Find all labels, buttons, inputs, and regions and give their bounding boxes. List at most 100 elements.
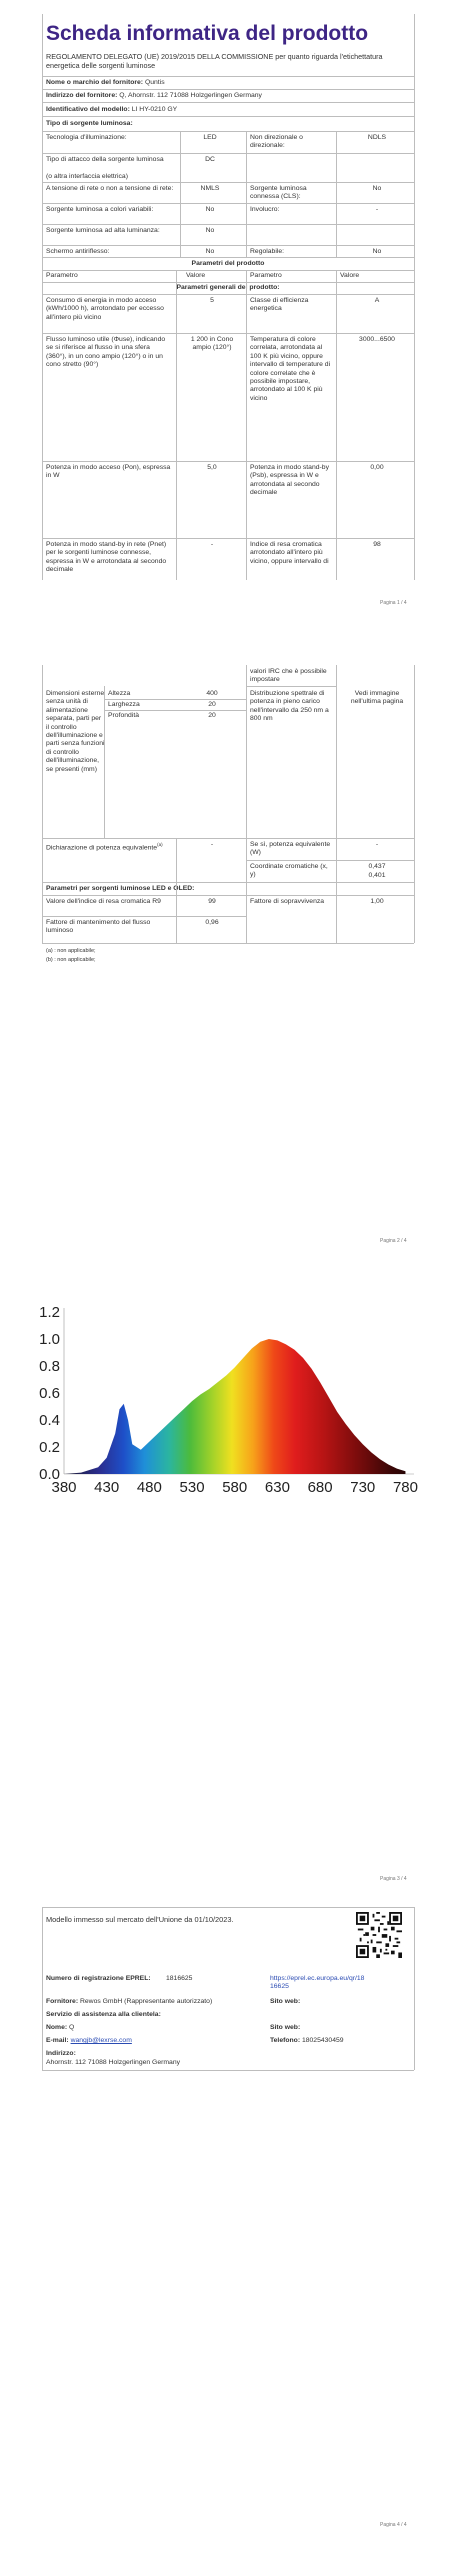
connected-label: Sorgente luminosa connessa (CLS): xyxy=(250,185,307,201)
x-tick-label: 730 xyxy=(350,1479,375,1496)
contact-name: Q xyxy=(69,2024,75,2031)
standby-value: 0,00 xyxy=(370,464,384,471)
mains-value: NMLS xyxy=(200,185,220,192)
glare-value: No xyxy=(205,248,215,255)
mains-label: A tensione di rete o non a tensione di r… xyxy=(46,185,174,192)
page-number: Pagina 4 / 4 xyxy=(380,2522,407,2528)
onmode-label: Potenza in modo acceso (Pon), espressa i… xyxy=(46,464,171,480)
class-value: A xyxy=(374,297,380,304)
chroma-x: 0,437 xyxy=(368,863,386,870)
flux-value: 1 200 in Cono ampio (120°) xyxy=(190,336,234,352)
supplier-address-label: Indirizzo del fornitore: xyxy=(46,92,118,99)
cap-label: Tipo di attacco della sorgente luminosa xyxy=(46,156,164,163)
model-id: LI HY-0210 GY xyxy=(131,106,178,113)
equiv-w-label: Se sì, potenza equivalente (W) xyxy=(250,841,331,857)
nondir-label: Non direzionale o direzionale: xyxy=(250,134,303,150)
col-value-2: Valore xyxy=(340,272,360,279)
netstandby-value: - xyxy=(210,541,214,548)
x-tick-label: 430 xyxy=(94,1479,119,1496)
connected-value: No xyxy=(372,185,382,192)
regulation-text: REGOLAMENTO DELEGATO (UE) 2019/2015 DELL… xyxy=(46,52,383,70)
onmode-value: 5,0 xyxy=(207,464,217,471)
highlum-value: No xyxy=(205,227,215,234)
width-label: Larghezza xyxy=(108,701,140,708)
envelope-value: - xyxy=(375,206,379,213)
page-number: Pagina 2 / 4 xyxy=(380,1238,407,1244)
page-title: Scheda informativa del prodotto xyxy=(46,22,369,45)
energy-label: Consumo di energia in modo acceso (kWh/1… xyxy=(46,297,164,321)
netstandby-label: Potenza in modo stand-by in rete (Pnet) … xyxy=(46,541,167,574)
eprel-value: 1816625 xyxy=(166,1975,193,1982)
highlum-label: Sorgente luminosa ad alta luminanza: xyxy=(46,227,160,234)
type-heading: Tipo di sorgente luminosa: xyxy=(46,120,133,127)
survival-label: Fattore di sopravvivenza xyxy=(250,898,325,905)
equiv-w-value: - xyxy=(375,841,379,848)
tunable-value: No xyxy=(205,206,215,213)
width-value: 20 xyxy=(208,701,216,708)
cct-label: Temperatura di colore correlata, arroton… xyxy=(250,336,331,402)
market-text: Modello immesso sul mercato dell'Unione … xyxy=(46,1915,234,1924)
y-tick-label: 1.2 xyxy=(39,1304,60,1321)
x-tick-label: 630 xyxy=(265,1479,290,1496)
address-value: Ahornstr. 112 71088 Holzgerlingen German… xyxy=(46,2059,181,2066)
spectrum-chart: 0.0 0.2 0.4 0.6 0.8 1.0 1.2 380 430 480 530 580 630 6… xyxy=(39,1304,418,1496)
cap-value: DC xyxy=(205,156,215,163)
tech-label: Tecnologia d'illuminazione: xyxy=(46,134,127,141)
cri-value: 98 xyxy=(373,541,381,548)
spectrum-area xyxy=(64,1339,406,1474)
tunable-label: Sorgente luminosa a colori variabili: xyxy=(46,206,154,213)
page-number: Pagina 3 / 4 xyxy=(380,1876,407,1882)
maint-label: Fattore di mantenimento del flusso lumin… xyxy=(46,919,151,935)
page-number: Pagina 1 / 4 xyxy=(380,600,407,606)
cap-sub: (o altra interfaccia elettrica) xyxy=(46,173,128,180)
y-tick-label: 0.0 xyxy=(39,1466,60,1483)
qr-code-icon xyxy=(356,1912,402,1958)
eprel-link[interactable]: https://eprel.ec.europa.eu/qr/1816625 xyxy=(270,1975,365,1991)
params-heading: Parametri del prodotto xyxy=(191,260,265,267)
eprel-label: Numero di registrazione EPREL: xyxy=(46,1975,151,1982)
x-tick-label: 530 xyxy=(180,1479,205,1496)
x-tick-label: 780 xyxy=(393,1479,418,1496)
web2-label: Sito web: xyxy=(270,2024,301,2031)
standby-label: Potenza in modo stand-by (Psb), espressa… xyxy=(250,464,329,497)
survival-value: 1,00 xyxy=(370,898,384,905)
equiv-label: Dichiarazione di potenza equivalente xyxy=(46,844,158,852)
contact-name-label: Nome: xyxy=(46,2024,68,2031)
r9-value: 99 xyxy=(208,898,216,905)
depth-label: Profondità xyxy=(108,712,139,719)
maint-value: 0,96 xyxy=(205,919,219,926)
y-tick-label: 1.0 xyxy=(39,1331,60,1348)
phone-value: 18025430459 xyxy=(301,2037,344,2044)
y-tick-label: 0.2 xyxy=(39,1439,60,1456)
supplier-label: Fornitore: xyxy=(46,1998,79,2005)
phone-label: Telefono: xyxy=(270,2037,301,2044)
equiv-value: - xyxy=(210,841,214,848)
email-label: E-mail: xyxy=(46,2037,69,2044)
cri-cont: valori IRC che è possibile impostare xyxy=(250,668,327,684)
chroma-y: 0,401 xyxy=(368,872,386,879)
r9-label: Valore dell'indice di resa cromatica R9 xyxy=(46,898,161,905)
cri-label: Indice di resa cromatica arrotondato all… xyxy=(250,541,329,565)
dimmable-value: No xyxy=(372,248,382,255)
spd-value: Vedi immagine nell'ultima pagina xyxy=(350,690,404,706)
height-label: Altezza xyxy=(108,690,131,697)
glare-label: Schermo antiriflesso: xyxy=(46,248,110,255)
height-value: 400 xyxy=(206,690,218,697)
website-label: Sito web: xyxy=(270,1998,301,2005)
general-heading: Parametri generali del prodotto: xyxy=(176,284,280,291)
x-tick-label: 680 xyxy=(308,1479,333,1496)
note-a: (a) : non applicabile; xyxy=(46,948,96,954)
col-param-1: Parametro xyxy=(46,272,78,279)
dims-label: Dimensioni esterne senza unità di alimen… xyxy=(46,690,105,773)
supplier-name: Quntis xyxy=(144,79,165,86)
nondir-value: NDLS xyxy=(367,134,387,141)
chroma-label: Coordinate cromatiche (x, y) xyxy=(250,863,328,879)
col-param-2: Parametro xyxy=(250,272,282,279)
y-tick-label: 0.8 xyxy=(39,1358,60,1375)
spd-label: Distribuzione spettrale di potenza in pi… xyxy=(250,690,329,723)
email-link[interactable]: wangjb@lexrse.com xyxy=(70,2037,132,2044)
address-label: Indirizzo: xyxy=(46,2050,76,2057)
led-heading: Parametri per sorgenti luminose LED e OL… xyxy=(46,885,195,892)
supplier-name-label: Nome o marchio del fornitore: xyxy=(46,79,144,86)
note-b: (b) : non applicabile; xyxy=(46,957,96,963)
